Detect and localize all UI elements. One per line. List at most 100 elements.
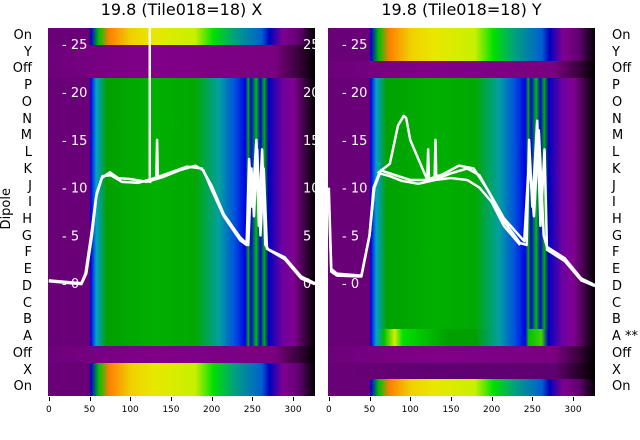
heatmap-row <box>328 278 595 296</box>
x-tick <box>573 397 575 401</box>
x-tick-label: 250 <box>243 405 261 415</box>
row-label: Off <box>12 345 32 361</box>
row-label: D <box>612 278 623 294</box>
heatmap-row <box>328 362 595 380</box>
x-tick <box>450 397 452 401</box>
x-tick <box>48 397 50 401</box>
row-label: N <box>612 111 622 127</box>
x-tick-label: 100 <box>401 405 419 415</box>
row-label: I <box>612 195 616 211</box>
trace-line <box>426 148 431 179</box>
trace-line <box>328 119 595 288</box>
heatmap-row <box>48 44 315 62</box>
row-label: X <box>612 362 621 378</box>
row-label: On <box>13 379 32 395</box>
overlay-ytick-label: - 25 <box>342 38 367 53</box>
row-label: L <box>24 145 32 161</box>
overlay-ytick-label: 5 <box>303 229 311 244</box>
x-tick <box>328 397 330 401</box>
heatmap-row <box>328 228 595 246</box>
row-label: C <box>612 295 622 311</box>
overlay-traces: - 0 - 5 - 10 - 15 - 20 - 25 <box>328 38 595 292</box>
plot-area-x: - 00- 55- 1010- 1515- 2020- 2525 <box>48 28 315 396</box>
heatmap-row <box>328 111 595 129</box>
row-label: E <box>612 262 621 278</box>
x-tick <box>369 397 371 401</box>
heatmap-row <box>328 245 595 263</box>
heatmap-row <box>328 44 595 62</box>
panel-title-y: 19.8 (Tile018=18) Y <box>381 0 542 19</box>
overlay-ytick-label: - 20 <box>342 86 367 101</box>
heatmap-row <box>48 262 315 279</box>
row-label: On <box>612 379 631 395</box>
x-tick-label: 300 <box>284 405 302 415</box>
row-label: O <box>21 94 32 110</box>
heatmap-row <box>328 312 595 330</box>
heatmap-row <box>48 362 315 380</box>
row-label: B <box>23 312 32 328</box>
row-label: Off <box>612 61 632 77</box>
overlay-ytick-label: - 25 <box>62 38 87 53</box>
overlay-ytick-label: 0 <box>303 277 311 292</box>
x-tick-label: 200 <box>203 405 221 415</box>
overlay-ytick-label: - 0 <box>342 277 359 292</box>
overlay-ytick-label: - 15 <box>62 134 87 149</box>
overlay-ytick-label: - 5 <box>62 229 79 244</box>
heatmap-row <box>48 128 315 146</box>
heatmap-row <box>328 345 595 363</box>
overlay-ytick-label: - 10 <box>62 182 87 197</box>
heatmap-row <box>48 345 315 363</box>
x-tick-label: 100 <box>121 405 139 415</box>
heatmap-row <box>48 278 315 296</box>
row-label: J <box>612 178 616 194</box>
row-label: On <box>13 28 32 43</box>
x-tick <box>89 397 91 401</box>
row-label: F <box>612 245 620 261</box>
row-label: J <box>28 178 32 194</box>
row-label: P <box>612 78 620 94</box>
heatmap-row <box>328 262 595 279</box>
x-tick-label: 0 <box>325 405 332 415</box>
row-label: H <box>612 212 622 227</box>
x-tick-label: 50 <box>83 405 96 415</box>
heatmap-row <box>48 111 315 129</box>
x-tick <box>170 397 172 401</box>
row-label: M <box>20 128 32 144</box>
heatmap-row <box>328 28 595 45</box>
heatmap-row <box>48 78 315 95</box>
row-label: Off <box>612 345 632 361</box>
overlay-ytick-label: - 20 <box>62 86 87 101</box>
row-label: On <box>612 28 631 43</box>
heatmap-row <box>328 78 595 95</box>
row-label: E <box>23 262 32 278</box>
row-label: X <box>23 362 32 378</box>
row-label: G <box>21 228 32 244</box>
trace-line <box>155 138 160 181</box>
row-label: L <box>612 145 620 161</box>
row-label: P <box>24 78 32 94</box>
trace-line <box>433 138 438 179</box>
overlay-ytick-label: - 15 <box>342 134 367 149</box>
row-label: K <box>612 161 621 177</box>
trace-line <box>48 148 315 286</box>
heatmap-row <box>48 94 315 112</box>
y-axis-label: Dipole <box>0 188 14 230</box>
heatmap-row <box>48 28 315 45</box>
row-label: Off <box>12 61 32 77</box>
heatmap-row <box>48 245 315 263</box>
overlay-traces: - 00- 55- 1010- 1515- 2020- 2525 <box>48 28 315 292</box>
heatmap-row <box>48 379 315 396</box>
row-label: H <box>22 212 32 227</box>
row-label: A <box>23 329 32 345</box>
x-tick-label: 250 <box>523 405 541 415</box>
row-label: O <box>612 94 623 110</box>
x-tick <box>532 397 534 401</box>
row-label: N <box>22 111 32 127</box>
overlay-ytick-label: 20 <box>303 86 315 101</box>
x-tick <box>410 397 412 401</box>
x-tick <box>130 397 132 401</box>
x-tick-label: 0 <box>45 405 52 415</box>
overlay-ytick-label: 15 <box>303 134 315 149</box>
panel-title-x: 19.8 (Tile018=18) X <box>100 0 263 19</box>
row-label: I <box>28 195 32 211</box>
